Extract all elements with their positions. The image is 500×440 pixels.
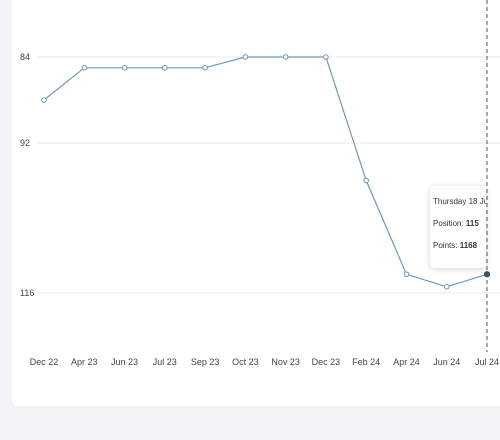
x-tick-label: Apr 23 bbox=[71, 357, 98, 367]
x-tick-label: Dec 22 bbox=[30, 357, 59, 367]
data-point[interactable] bbox=[121, 64, 128, 71]
tooltip-position-value: 115 bbox=[465, 219, 479, 228]
data-point[interactable] bbox=[443, 283, 450, 290]
data-point[interactable] bbox=[162, 64, 168, 71]
data-point[interactable] bbox=[242, 54, 249, 60]
y-axis-labels: 84 92 116 bbox=[20, 52, 34, 298]
y-tick-label: 116 bbox=[20, 288, 34, 298]
x-tick-label: Jul 23 bbox=[153, 357, 177, 367]
data-point[interactable] bbox=[81, 64, 88, 71]
data-point[interactable] bbox=[323, 54, 329, 60]
x-tick-label: Jun 23 bbox=[111, 357, 138, 367]
data-point[interactable] bbox=[202, 64, 208, 71]
tooltip-points: Points: 1168 bbox=[433, 240, 486, 262]
x-axis-labels: Dec 22 Apr 23 Jun 23 Jul 23 Sep 23 Oct 23 Nov … bbox=[30, 357, 499, 367]
x-tick-label: Jul 24 bbox=[475, 357, 499, 367]
x-tick-label: Feb 24 bbox=[352, 357, 380, 367]
tooltip-position-label: Position: bbox=[433, 219, 464, 228]
series-line bbox=[43, 56, 488, 288]
tooltip-points-label: Points: bbox=[433, 241, 458, 250]
x-tick-label: Dec 23 bbox=[312, 357, 341, 367]
y-tick-label: 92 bbox=[20, 138, 30, 148]
x-tick-label: Sep 23 bbox=[191, 357, 220, 367]
x-tick-label: Jun 24 bbox=[433, 357, 460, 367]
data-tooltip: Thursday 18 July 2024 Position: 115 Poin… bbox=[430, 186, 486, 268]
tooltip-position: Position: 115 bbox=[433, 218, 486, 240]
data-point[interactable] bbox=[403, 271, 410, 278]
data-markers bbox=[41, 54, 491, 290]
tooltip-points-value: 1168 bbox=[459, 241, 478, 250]
data-point[interactable] bbox=[282, 54, 289, 60]
x-tick-label: Oct 23 bbox=[232, 357, 259, 367]
tooltip-date: Thursday 18 July 2024 bbox=[433, 197, 486, 206]
y-tick-label: 84 bbox=[20, 52, 30, 62]
data-point[interactable] bbox=[363, 177, 369, 184]
data-point[interactable] bbox=[41, 97, 47, 103]
x-tick-label: Apr 24 bbox=[393, 357, 420, 367]
x-tick-label: Nov 23 bbox=[271, 357, 300, 367]
